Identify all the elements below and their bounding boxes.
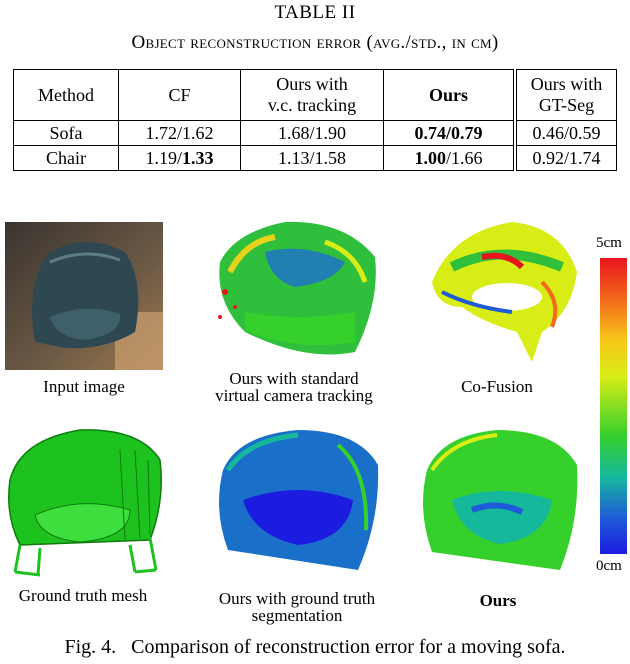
co-fusion-panel bbox=[432, 222, 577, 362]
row-label: Chair bbox=[13, 145, 119, 171]
header-ours: Ours bbox=[383, 69, 516, 121]
colorbar-max-label: 5cm bbox=[596, 235, 622, 251]
panel-label-co-fusion: Co-Fusion bbox=[461, 377, 533, 396]
cell: 1.19/1.33 bbox=[118, 145, 241, 171]
cell: 1.00/1.66 bbox=[383, 145, 516, 171]
header-method: Method bbox=[13, 69, 119, 121]
ours-panel bbox=[423, 430, 578, 570]
value: 1.13/1.58 bbox=[277, 147, 346, 168]
error-colorbar bbox=[600, 258, 627, 554]
cell: 0.46/0.59 bbox=[513, 120, 617, 146]
colorbar-min-label: 0cm bbox=[596, 558, 622, 574]
value: /1.66 bbox=[445, 147, 483, 168]
table-header-row: Method CF Ours with v.c. tracking Ours O… bbox=[13, 69, 617, 121]
table-number: TABLE II bbox=[274, 2, 356, 23]
panel-label-input-image: Input image bbox=[43, 377, 125, 396]
panel-label-ours: Ours bbox=[479, 591, 517, 610]
header-ours-vc-tracking: Ours with v.c. tracking bbox=[240, 69, 384, 121]
ground-truth-mesh-panel bbox=[8, 429, 162, 577]
table-caption: Object reconstruction error (avg./std., … bbox=[131, 32, 499, 53]
header-ours-gt-seg: Ours with GT-Seg bbox=[513, 69, 617, 121]
panel-label-ours-vc-tracking: Ours with standard virtual camera tracki… bbox=[215, 369, 373, 405]
row-label: Sofa bbox=[13, 120, 119, 146]
value: 1.72/1.62 bbox=[145, 122, 214, 143]
table-row-chair: Chair 1.19/1.33 1.13/1.58 1.00/1.66 0.92… bbox=[13, 145, 617, 171]
input-image-panel bbox=[5, 222, 163, 370]
value: 1.19/ bbox=[145, 147, 182, 168]
bold-value: 1.33 bbox=[182, 147, 214, 168]
header-cf: CF bbox=[118, 69, 241, 121]
cell: 1.72/1.62 bbox=[118, 120, 241, 146]
panel-label-ours-gt-seg: Ours with ground truth segmentation bbox=[218, 589, 376, 625]
ours-vc-tracking-panel bbox=[218, 221, 376, 355]
cell: 0.92/1.74 bbox=[513, 145, 617, 171]
cell: 1.68/1.90 bbox=[240, 120, 384, 146]
reconstruction-error-table: Method CF Ours with v.c. tracking Ours O… bbox=[13, 69, 617, 171]
cell: 1.13/1.58 bbox=[240, 145, 384, 171]
value: 0.92/1.74 bbox=[532, 147, 601, 168]
panel-label-ground-truth-mesh: Ground truth mesh bbox=[18, 586, 148, 605]
cell: 0.74/0.79 bbox=[383, 120, 516, 146]
ours-gt-seg-panel bbox=[219, 430, 379, 570]
figure-caption: Fig. 4. Comparison of reconstruction err… bbox=[64, 636, 566, 658]
bold-value: 1.00 bbox=[414, 147, 446, 168]
table-row-sofa: Sofa 1.72/1.62 1.68/1.90 0.74/0.79 0.46/… bbox=[13, 120, 617, 146]
bold-value: 0.74/0.79 bbox=[414, 122, 483, 143]
value: 0.46/0.59 bbox=[532, 122, 601, 143]
value: 1.68/1.90 bbox=[277, 122, 346, 143]
